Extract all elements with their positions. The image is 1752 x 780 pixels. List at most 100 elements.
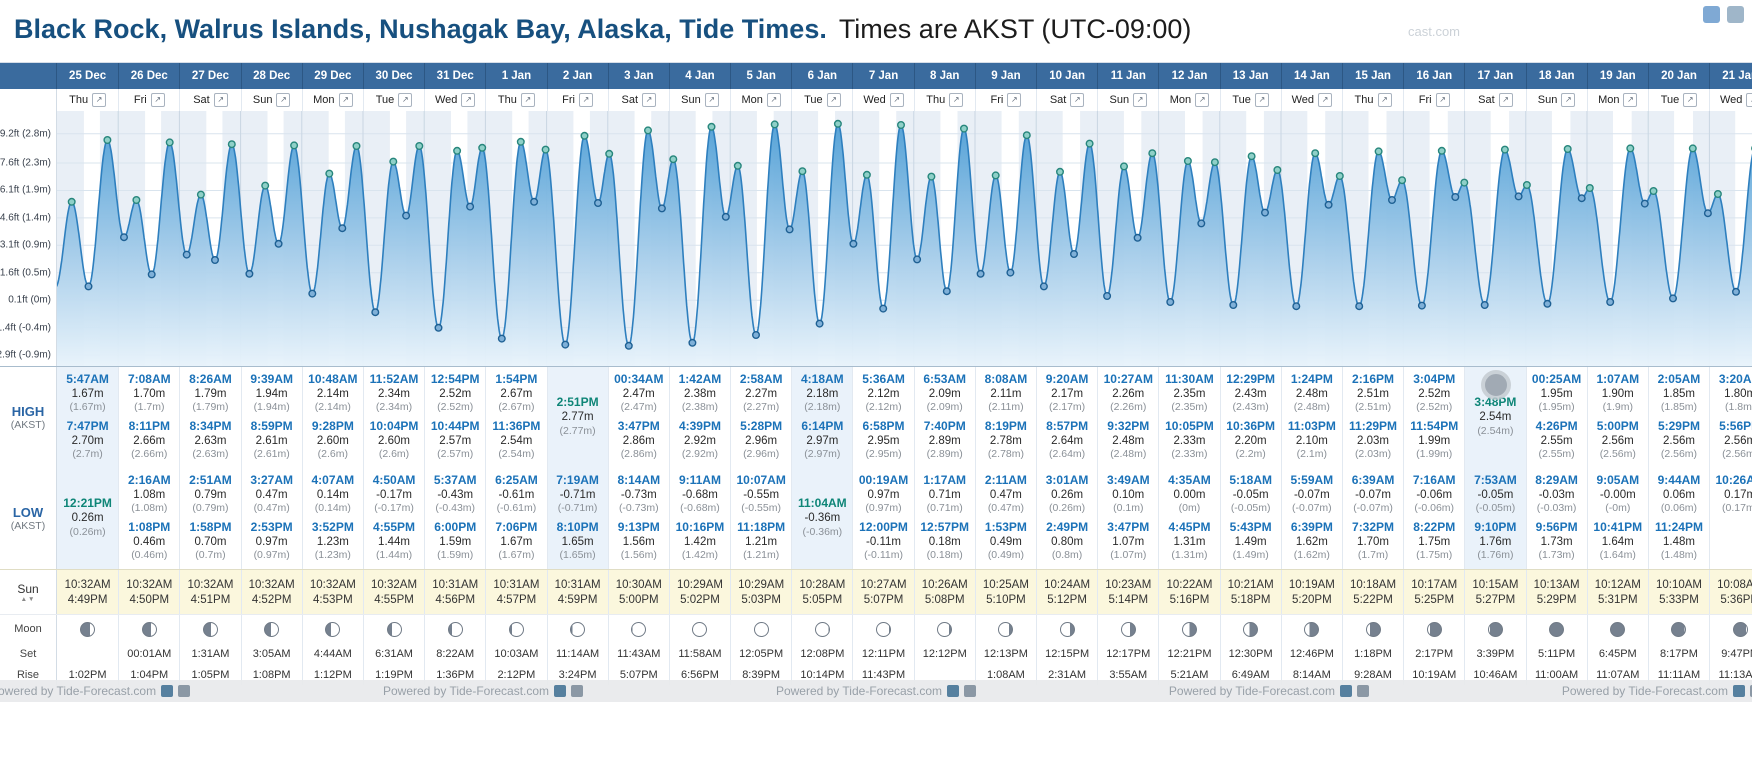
date-header-cell[interactable]: 16 Jan xyxy=(1403,63,1464,89)
date-header-cell[interactable]: 2 Jan xyxy=(546,63,608,89)
date-header-cell[interactable]: 13 Jan xyxy=(1219,63,1281,89)
footer-social-icon-2[interactable] xyxy=(178,685,191,697)
expand-day-icon[interactable]: ↗ xyxy=(1746,93,1752,107)
corner-icon-2[interactable] xyxy=(1727,6,1744,23)
expand-day-icon[interactable]: ↗ xyxy=(704,93,719,107)
date-header-cell[interactable]: 5 Jan xyxy=(730,63,791,89)
expand-day-icon[interactable]: ↗ xyxy=(276,93,291,107)
tide-height-paren: (1.49m) xyxy=(1232,548,1269,561)
floating-scroll-button[interactable] xyxy=(1481,370,1511,400)
moon-phase-cell xyxy=(1280,615,1342,643)
expand-day-icon[interactable]: ↗ xyxy=(1254,93,1269,107)
expand-day-icon[interactable]: ↗ xyxy=(1623,93,1638,107)
expand-day-icon[interactable]: ↗ xyxy=(1318,93,1333,107)
tide-height-paren: (0.14m) xyxy=(314,502,351,515)
expand-day-icon[interactable]: ↗ xyxy=(1561,93,1576,107)
tide-height: 2.96m xyxy=(745,434,778,447)
expand-day-icon[interactable]: ↗ xyxy=(1498,93,1513,107)
sunrise-time: 10:17AM xyxy=(1411,578,1458,591)
date-header-cell[interactable]: 6 Jan xyxy=(791,63,852,89)
date-header-cell[interactable]: 20 Jan xyxy=(1647,63,1709,89)
high-tide-dot xyxy=(1500,145,1509,154)
date-header-cell[interactable]: 19 Jan xyxy=(1586,63,1648,89)
powered-by-link[interactable]: Powered by Tide-Forecast.com xyxy=(0,684,191,698)
corner-icon-1[interactable] xyxy=(1703,6,1720,23)
date-header-cell[interactable]: 4 Jan xyxy=(668,63,730,89)
date-header-cell[interactable]: 27 Dec xyxy=(179,63,240,89)
expand-day-icon[interactable]: ↗ xyxy=(579,93,593,107)
expand-day-icon[interactable]: ↗ xyxy=(1377,93,1392,107)
date-header-cell[interactable]: 31 Dec xyxy=(424,63,485,89)
date-header-cell[interactable]: 25 Dec xyxy=(69,70,107,82)
date-header-cell[interactable]: 14 Jan xyxy=(1280,63,1342,89)
expand-day-icon[interactable]: ↗ xyxy=(1133,93,1148,107)
expand-day-icon[interactable]: ↗ xyxy=(520,93,535,107)
date-header-cell[interactable]: 1 Jan xyxy=(485,63,546,89)
tide-height-paren: (2.1m) xyxy=(1296,447,1328,460)
tide-time: 5:37AM xyxy=(433,473,477,487)
footer-social-icon-2[interactable] xyxy=(571,685,584,697)
date-header-cell[interactable]: 21 Jan xyxy=(1709,63,1752,89)
expand-day-icon[interactable]: ↗ xyxy=(949,93,964,107)
date-header-cell[interactable]: 26 Dec xyxy=(118,63,179,89)
expand-day-icon[interactable]: ↗ xyxy=(1435,93,1450,107)
tide-time: 4:45PM xyxy=(1168,519,1211,534)
low-tide-dot xyxy=(120,233,129,242)
date-header-cell[interactable]: 29 Dec xyxy=(301,63,363,89)
date-header-cell[interactable]: 3 Jan xyxy=(607,63,669,89)
powered-by-link[interactable]: Powered by Tide-Forecast.com xyxy=(776,684,977,698)
weekday-cell: Tue ↗ xyxy=(1647,89,1709,111)
footer-social-icon-2[interactable] xyxy=(1356,685,1369,697)
tide-height-paren: (0.1m) xyxy=(1113,502,1144,515)
footer-social-icon-1[interactable] xyxy=(1732,685,1745,697)
tide-height: 2.63m xyxy=(194,434,227,447)
date-header-cell[interactable]: 7 Jan xyxy=(852,63,913,89)
date-header-cell[interactable]: 11 Jan xyxy=(1097,63,1158,89)
tide-height: 1.73m xyxy=(1540,535,1573,548)
footer-social-icon-1[interactable] xyxy=(161,685,174,697)
footer-social-icon-1[interactable] xyxy=(947,685,960,697)
low-tide-dot xyxy=(147,270,156,279)
tide-time: 4:07AM xyxy=(311,473,355,487)
tide-height: 0.10m xyxy=(1112,489,1145,501)
expand-day-icon[interactable]: ↗ xyxy=(461,93,476,107)
footer-social-icon-1[interactable] xyxy=(1339,685,1352,697)
expand-day-icon[interactable]: ↗ xyxy=(338,93,353,107)
date-header-cell[interactable]: 30 Dec xyxy=(362,63,424,89)
expand-day-icon[interactable]: ↗ xyxy=(92,93,107,107)
date-header-cell[interactable]: 10 Jan xyxy=(1036,63,1097,89)
tide-height: 2.66m xyxy=(133,434,166,447)
date-header-cell[interactable]: 15 Jan xyxy=(1341,63,1403,89)
date-header-cell[interactable]: 9 Jan xyxy=(974,63,1036,89)
date-header-cell[interactable]: 17 Jan xyxy=(1464,63,1525,89)
expand-day-icon[interactable]: ↗ xyxy=(826,93,841,107)
expand-day-icon[interactable]: ↗ xyxy=(213,93,228,107)
footer-social-icon-2[interactable] xyxy=(964,685,977,697)
high-tide-dot xyxy=(352,142,361,151)
powered-by-link[interactable]: Powered by Tide-Forecast.com xyxy=(383,684,584,698)
tide-height: 0.00m xyxy=(1173,489,1206,501)
date-header-cell[interactable]: 28 Dec xyxy=(240,63,302,89)
expand-day-icon[interactable]: ↗ xyxy=(1683,93,1698,107)
expand-day-icon[interactable]: ↗ xyxy=(1070,93,1085,107)
tide-height-paren: (2.77m) xyxy=(559,424,596,437)
powered-by-link[interactable]: Powered by Tide-Forecast.com xyxy=(1169,684,1369,698)
moonrise-row-cell: 6:56PM xyxy=(668,664,730,685)
powered-by-link[interactable]: Powered by Tide-Forecast.com xyxy=(1562,684,1752,698)
expand-day-icon[interactable]: ↗ xyxy=(889,93,904,107)
footer-social-icon-1[interactable] xyxy=(554,685,567,697)
expand-day-icon[interactable]: ↗ xyxy=(1007,93,1022,107)
date-header-cell[interactable]: 18 Jan xyxy=(1525,63,1587,89)
tide-event: 12:00PM -0.11m (-0.11m) xyxy=(859,520,908,563)
expand-day-icon[interactable]: ↗ xyxy=(1195,93,1210,107)
expand-day-icon[interactable]: ↗ xyxy=(398,93,413,107)
expand-day-icon[interactable]: ↗ xyxy=(642,93,657,107)
date-header-cell[interactable]: 12 Jan xyxy=(1158,63,1219,89)
expand-day-icon[interactable]: ↗ xyxy=(766,93,781,107)
expand-day-icon[interactable]: ↗ xyxy=(150,93,165,107)
sun-times-cell: 10:12AM 5:31PM xyxy=(1586,570,1648,614)
footer-social-icon-2[interactable] xyxy=(1749,685,1752,697)
date-header-cell[interactable]: 8 Jan xyxy=(913,63,975,89)
tide-height: -0.68m xyxy=(682,489,718,501)
tide-height-paren: (0.47m) xyxy=(987,502,1024,515)
